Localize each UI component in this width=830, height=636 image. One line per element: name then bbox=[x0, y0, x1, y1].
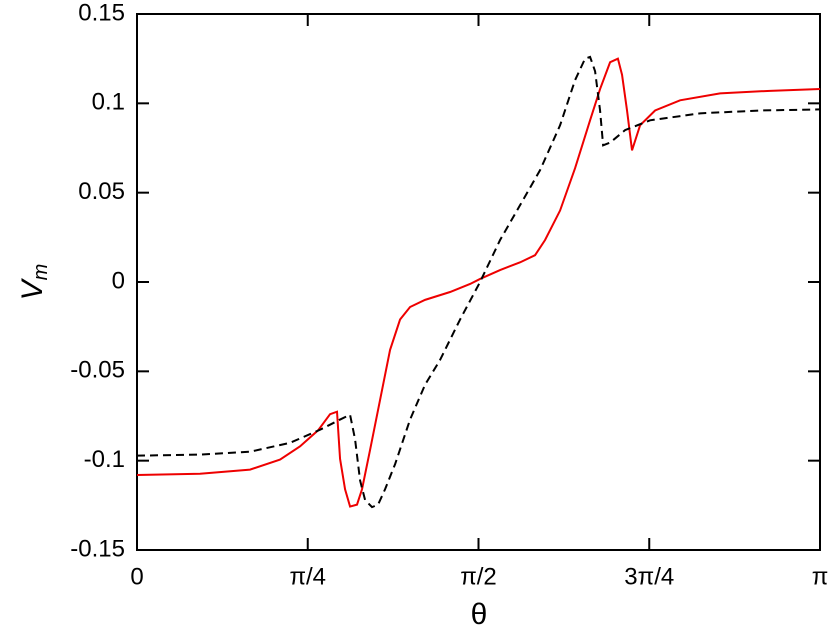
x-tick-label: π/4 bbox=[289, 563, 326, 590]
x-tick-label: 0 bbox=[130, 563, 143, 590]
y-tick-label: 0.05 bbox=[78, 178, 125, 205]
y-axis-label-main: V bbox=[16, 277, 49, 300]
data-line bbox=[136, 55, 821, 509]
x-tick-label: π bbox=[812, 563, 829, 590]
y-tick-label: 0.1 bbox=[92, 89, 125, 116]
x-tick-label: π/2 bbox=[460, 563, 497, 590]
x-axis-label: θ bbox=[471, 598, 488, 631]
x-tick-label: 3π/4 bbox=[624, 563, 674, 590]
y-tick-label: -0.1 bbox=[84, 446, 125, 473]
data-line bbox=[136, 57, 821, 508]
y-tick-label: -0.15 bbox=[70, 535, 125, 562]
y-tick-label: 0 bbox=[112, 267, 125, 294]
y-tick-label: -0.05 bbox=[70, 357, 125, 384]
y-tick-label: 0.15 bbox=[78, 0, 125, 26]
y-axis-label-sub: m bbox=[30, 264, 52, 281]
y-axis-label: Vm bbox=[16, 264, 52, 301]
